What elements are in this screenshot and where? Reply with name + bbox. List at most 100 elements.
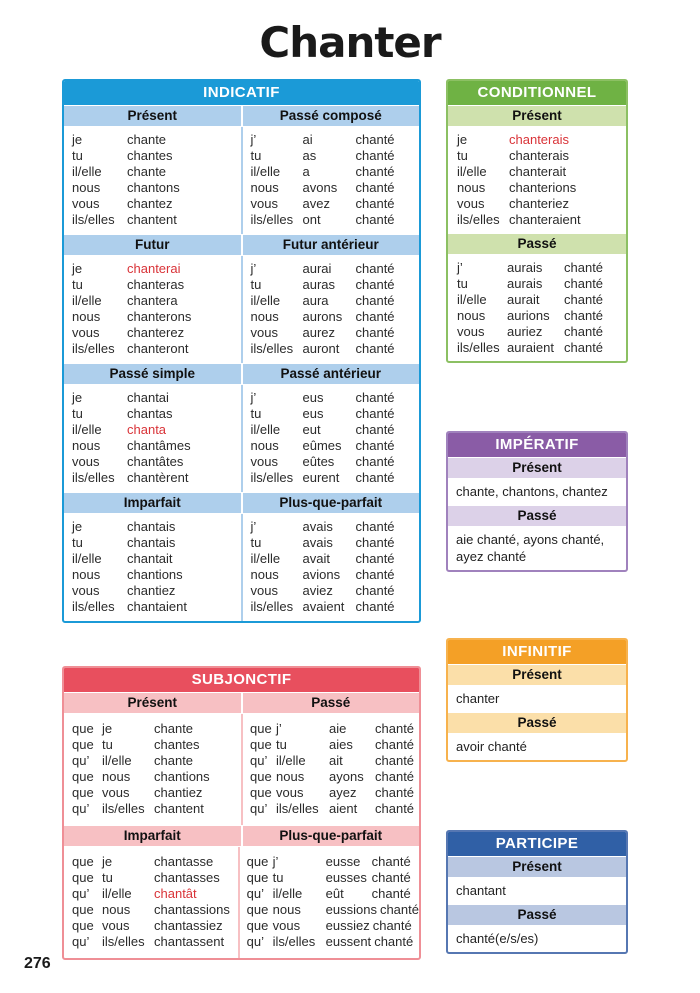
conjugation-row: tu chantes xyxy=(72,148,241,164)
tense-body: que j’ eusse chanté que tu eusses chanté qu’ il/e… xyxy=(237,847,419,958)
verb-form: chanté xyxy=(564,276,604,291)
conjugation-row: nous chantâmes xyxy=(72,438,241,454)
pronoun: ils/elles xyxy=(72,470,115,485)
auxiliary: ayons xyxy=(329,769,364,784)
tense-header-band: Passé xyxy=(448,904,626,926)
auxiliary: eurent xyxy=(302,470,340,485)
verb-form: chanterons xyxy=(127,309,192,324)
verb-form: chanté xyxy=(355,293,395,308)
verb-form: chanté xyxy=(355,454,395,469)
verb-form: chantez xyxy=(127,196,173,211)
pronoun: j’ xyxy=(276,721,282,736)
page-title: Chanter xyxy=(259,18,441,67)
tense-body: je chante tu chantes il/elle chante nous chanto… xyxy=(64,127,241,234)
conjugation-row: vous eûtes chanté xyxy=(251,454,420,470)
verb-form: chanté xyxy=(355,438,395,453)
verb-form-highlighted: chanta xyxy=(127,422,167,437)
pronoun: il/elle xyxy=(250,422,281,437)
auxiliary: ait xyxy=(329,753,343,768)
conjunction: qu’ xyxy=(72,753,90,768)
verb-form: chantaient xyxy=(127,599,187,614)
verb-form-text: chante, chantons, chantez xyxy=(456,484,608,499)
pronoun: il/elle xyxy=(457,292,487,307)
tense-pair-body: je chantai tu chantas il/elle chanta nous chant… xyxy=(64,385,419,492)
conjunction: que xyxy=(250,721,272,736)
pronoun: ils/elles xyxy=(272,934,316,949)
conjugation-row: vous aviez chanté xyxy=(251,583,420,599)
pronoun: vous xyxy=(102,918,130,933)
tense-header: Présent xyxy=(512,108,562,123)
conjugation-row: ils/elles ont chanté xyxy=(251,212,420,228)
pronoun: vous xyxy=(250,454,278,469)
pronoun: vous xyxy=(250,325,278,340)
conjugation-row: ils/elles auraient chanté xyxy=(457,340,626,356)
pronoun: vous xyxy=(457,324,485,339)
conjugation-row: nous chanterions xyxy=(457,180,626,196)
verb-form-text: aie chanté, ayons chanté, ayez chanté xyxy=(456,532,605,564)
tense-body: j’ eus chanté tu eus chanté il/elle eut chanté no… xyxy=(240,385,420,492)
conjunction: qu’ xyxy=(72,886,90,901)
verb-form: chantent xyxy=(154,801,204,816)
verb-form: chanté xyxy=(355,519,395,534)
verb-form: chantasse xyxy=(154,854,214,869)
conjunction: que xyxy=(246,854,269,869)
conjugation-row: que tu chantasses xyxy=(72,870,238,886)
pronoun: vous xyxy=(102,785,130,800)
imperatif-table: IMPÉRATIF Présent chante, chantons, chante… xyxy=(446,431,628,572)
pronoun: il/elle xyxy=(250,164,281,179)
verb-form: chantes xyxy=(154,737,200,752)
tense-header-band: Passé xyxy=(448,712,626,734)
verb-form: chantais xyxy=(127,519,176,534)
conjugation-row: vous avez chanté xyxy=(251,196,420,212)
pronoun: vous xyxy=(250,583,278,598)
conjunction: que xyxy=(246,870,269,885)
tense-header-band: Passé xyxy=(448,505,626,527)
conjugation-row: nous chanterons xyxy=(72,309,241,325)
pronoun: il/elle xyxy=(250,293,281,308)
auxiliary: avais xyxy=(302,519,333,534)
auxiliary: aurais xyxy=(507,260,543,275)
auxiliary: aura xyxy=(302,293,329,308)
pronoun: nous xyxy=(250,567,279,582)
auxiliary: a xyxy=(302,164,310,179)
tense-body: je chantai tu chantas il/elle chanta nous chant… xyxy=(64,385,241,492)
pronoun: ils/elles xyxy=(276,801,319,816)
conjugation-row: je chante xyxy=(72,132,241,148)
pronoun: tu xyxy=(457,148,468,163)
conjugation-row: j’ aurai chanté xyxy=(251,261,420,277)
verb-form: chante xyxy=(154,721,194,736)
pronoun: nous xyxy=(276,769,305,784)
tense-pair-body: je chanterai tu chanteras il/elle chantera nou… xyxy=(64,256,419,363)
conjugation-row: que tu aies chanté xyxy=(250,737,419,753)
verb-form: chanté xyxy=(355,535,395,550)
imperatif-section-header: IMPÉRATIF xyxy=(448,433,626,457)
conjugation-row: je chanterais xyxy=(457,132,626,148)
conjunction: que xyxy=(72,769,94,784)
auxiliary: as xyxy=(302,148,317,163)
conjugation-row: nous aurons chanté xyxy=(251,309,420,325)
conjugation-row: il/elle chanterait xyxy=(457,164,626,180)
conjugation-row: il/elle chantait xyxy=(72,551,241,567)
pronoun: vous xyxy=(72,196,100,211)
conjugation-row: nous avions chanté xyxy=(251,567,420,583)
conjugation-row: que vous chantiez xyxy=(72,785,241,801)
conjugation-row: tu chantas xyxy=(72,406,241,422)
tense-header: Présent xyxy=(512,460,562,475)
conjugation-row: vous chantez xyxy=(72,196,241,212)
pronoun: ils/elles xyxy=(250,212,294,227)
verb-form: chanté xyxy=(355,341,395,356)
auxiliary: aurait xyxy=(507,292,540,307)
tense-header: Passé xyxy=(240,693,420,713)
pronoun: nous xyxy=(72,309,101,324)
conjugation-row: tu chanteras xyxy=(72,277,241,293)
pronoun: tu xyxy=(250,406,262,421)
conjugation-row: que j’ eusse chanté xyxy=(247,854,419,870)
conjugation-row: il/elle aurait chanté xyxy=(457,292,626,308)
auxiliary: avaient xyxy=(302,599,345,614)
verb-form: chantâtes xyxy=(127,454,184,469)
verb-form: chanté xyxy=(355,567,395,582)
conjugation-row: vous aurez chanté xyxy=(251,325,420,341)
verb-form: chanté xyxy=(355,406,395,421)
verb-form: chanté xyxy=(564,260,604,275)
